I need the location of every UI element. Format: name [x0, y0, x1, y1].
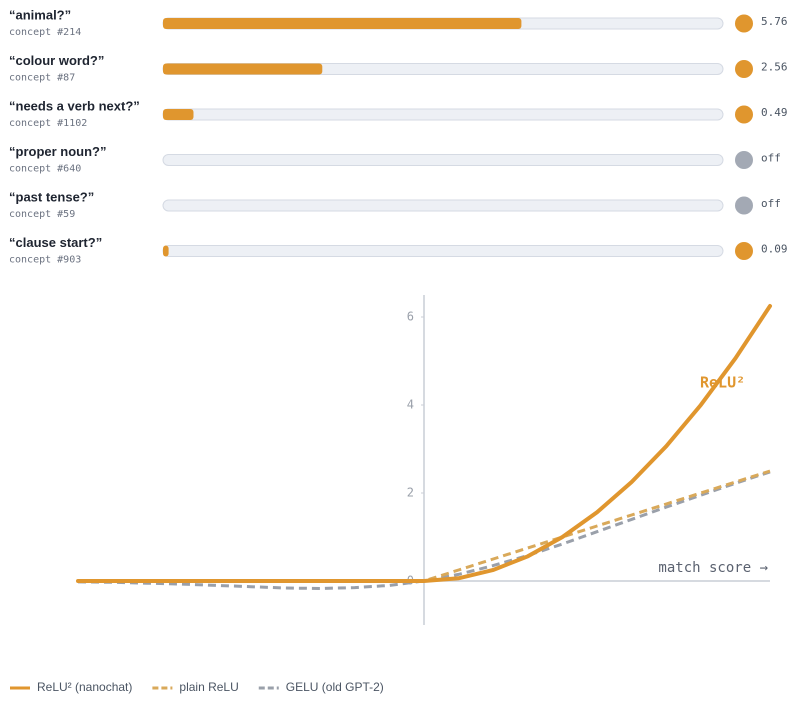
bar-fill [163, 63, 323, 75]
bar-fill [163, 245, 169, 257]
concept-label: “proper noun?” [9, 144, 107, 159]
curve-annotation: ReLU² [700, 374, 745, 392]
concept-id: concept #87 [9, 73, 75, 84]
concept-label: “animal?” [9, 7, 71, 22]
concept-value: 2.56 [761, 61, 788, 74]
y-tick-label: 6 [407, 310, 414, 324]
axis-annotation: match score → [658, 560, 768, 576]
concept-label: “clause start?” [9, 235, 102, 250]
concept-id: concept #1102 [9, 118, 87, 129]
concept-value: off [761, 152, 781, 165]
status-dot [735, 242, 753, 260]
legend-label: GELU (old GPT-2) [286, 680, 384, 694]
bar-track [162, 245, 724, 257]
bar-track [162, 154, 724, 166]
concept-value: 0.09 [761, 243, 788, 256]
y-tick-label: 2 [407, 486, 414, 500]
concept-id: concept #59 [9, 209, 75, 220]
concept-id: concept #903 [9, 255, 81, 266]
series-line [76, 304, 772, 583]
concept-id: concept #214 [9, 27, 81, 38]
bar-track [162, 108, 724, 121]
legend-label: plain ReLU [179, 680, 238, 694]
concept-label: “needs a verb next?” [9, 98, 140, 113]
concept-label: “colour word?” [9, 53, 104, 68]
concept-id: concept #640 [9, 164, 81, 175]
status-dot [735, 60, 753, 78]
y-tick-label: 4 [407, 398, 414, 412]
bar-fill [163, 109, 194, 120]
legend-label: ReLU² (nanochat) [37, 680, 132, 694]
concept-value: off [761, 197, 781, 210]
bar-fill [163, 18, 522, 29]
status-dot [735, 151, 753, 169]
status-dot [735, 196, 753, 215]
concept-value: 5.76 [761, 15, 788, 28]
status-dot [735, 105, 753, 124]
concept-label: “past tense?” [9, 189, 94, 204]
concept-value: 0.49 [761, 106, 788, 119]
status-dot [735, 14, 753, 33]
series-line [77, 470, 771, 591]
bar-track [162, 199, 724, 212]
